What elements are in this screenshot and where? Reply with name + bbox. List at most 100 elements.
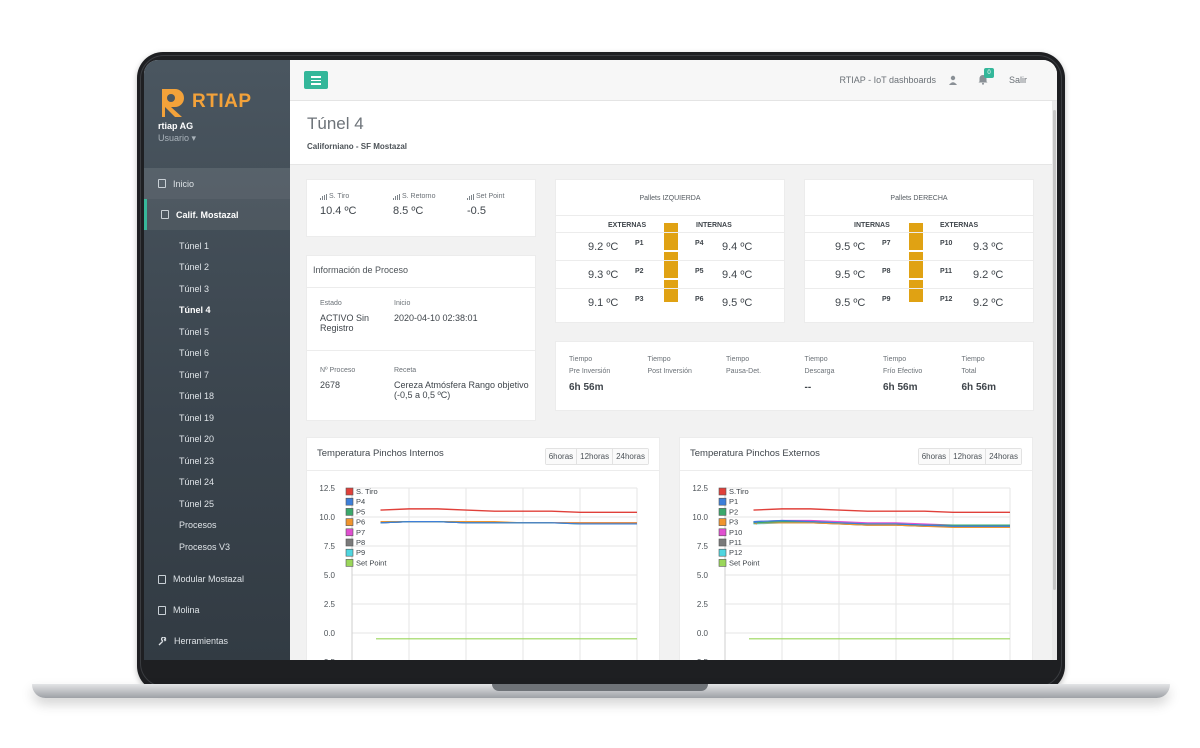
legend-swatch[interactable] (345, 497, 354, 506)
pallet-row: 9.5 ºC P9 P12 9.2 ºC (805, 288, 1033, 316)
sidebar-subitem[interactable]: Procesos V3 (179, 541, 231, 552)
sidebar-subitem[interactable]: Túnel 23 (179, 455, 215, 466)
series-line (753, 508, 1010, 514)
legend-entry[interactable]: P2 (729, 507, 738, 516)
line-chart: 12.510.07.55.02.50.0-2.5S.TiroP1P2P3P10P… (692, 484, 1011, 660)
sidebar: RTIAP rtiap AG Usuario ▾ Inicio Calif. M… (144, 60, 290, 660)
legend-entry[interactable]: P11 (729, 538, 742, 547)
legend-entry[interactable]: P10 (729, 528, 742, 537)
legend-entry[interactable]: P6 (356, 518, 365, 527)
sidebar-subitem[interactable]: Túnel 3 (179, 283, 210, 294)
y-tick-label: 7.5 (324, 542, 336, 551)
sidebar-group-calif-mostazal[interactable]: Calif. Mostazal (144, 199, 290, 230)
logout-link[interactable]: Salir (1008, 75, 1027, 85)
pallet-temperature: 9.4 ºC (722, 269, 753, 281)
pallet-id: P10 (940, 240, 953, 247)
legend-swatch[interactable] (718, 528, 727, 537)
field-receta: Receta Cereza Atmósfera Rango objetivo (… (394, 367, 529, 400)
range-12h-button[interactable]: 12horas (950, 449, 987, 464)
user-icon[interactable] (949, 75, 957, 85)
series-line (380, 508, 637, 514)
pallet-id: P2 (635, 268, 644, 275)
laptop-base (32, 684, 1170, 698)
column-header: INTERNAS (854, 222, 890, 229)
sidebar-subitem[interactable]: Túnel 18 (179, 391, 215, 402)
sidebar-subitem[interactable]: Túnel 24 (179, 477, 215, 488)
user-dropdown[interactable]: Usuario ▾ (158, 133, 197, 143)
legend-entry[interactable]: Set Point (729, 558, 760, 567)
brand-logo[interactable]: RTIAP (158, 82, 252, 122)
legend-swatch[interactable] (345, 487, 354, 496)
building-icon (158, 605, 166, 615)
legend-entry[interactable]: P4 (356, 497, 365, 506)
time-label: Total (961, 368, 977, 375)
legend-entry[interactable]: P5 (356, 507, 365, 516)
legend-swatch[interactable] (718, 497, 727, 506)
pallet-row: 9.2 ºC P1 P4 9.4 ºC (556, 232, 784, 260)
scrollbar-thumb[interactable] (1053, 110, 1056, 590)
legend-entry[interactable]: S. Tiro (356, 487, 378, 496)
sensor-value: -0.5 (467, 205, 486, 217)
sidebar-toggle-button[interactable] (304, 71, 328, 89)
sidebar-subitem[interactable]: Túnel 25 (179, 498, 215, 509)
legend-entry[interactable]: Set Point (356, 558, 387, 567)
time-label: Tiempo (726, 356, 750, 363)
chart-title: Temperatura Pinchos Internos (317, 448, 444, 459)
pallets-right-card: Pallets DERECHA INTERNAS EXTERNAS 9.5 ºC… (805, 180, 1033, 322)
sidebar-item-molina[interactable]: Molina (144, 595, 290, 626)
legend-swatch[interactable] (345, 538, 354, 547)
page-header: Túnel 4 Californiano - SF Mostazal (290, 101, 1052, 165)
legend-swatch[interactable] (345, 559, 354, 567)
legend-entry[interactable]: P7 (356, 528, 365, 537)
notification-badge: 0 (984, 68, 994, 78)
sidebar-subitem[interactable]: Túnel 7 (179, 369, 210, 380)
legend-swatch[interactable] (345, 548, 354, 557)
range-6h-button[interactable]: 6horas (918, 449, 951, 464)
y-tick-label: 10.0 (692, 513, 708, 522)
range-12h-button[interactable]: 12horas (577, 449, 614, 464)
recipe-value: Cereza Atmósfera Rango objetivo (-0,5 a … (394, 380, 529, 400)
range-6h-button[interactable]: 6horas (545, 449, 578, 464)
field-num-proceso: Nº Proceso 2678 (320, 367, 390, 390)
sidebar-subitem[interactable]: Túnel 19 (179, 412, 215, 423)
legend-swatch[interactable] (718, 487, 727, 496)
building-icon (158, 574, 166, 584)
range-24h-button[interactable]: 24horas (986, 449, 1021, 464)
sidebar-subitem[interactable]: Túnel 1 (179, 240, 210, 251)
time-metric: Tiempo Total 6h 56m (962, 354, 1040, 394)
sidebar-subitem[interactable]: Túnel 2 (179, 262, 210, 273)
app-title[interactable]: RTIAP - IoT dashboards (839, 75, 936, 85)
sidebar-item-herramientas[interactable]: Herramientas (144, 626, 290, 657)
legend-swatch[interactable] (345, 528, 354, 537)
sidebar-subitem[interactable]: Túnel 4 (179, 305, 211, 316)
status-value: ACTIVO Sin Registro (320, 313, 370, 333)
legend-entry[interactable]: P3 (729, 518, 738, 527)
legend-swatch[interactable] (718, 518, 727, 526)
legend-entry[interactable]: S.Tiro (729, 487, 749, 496)
pallets-left-title: Pallets IZQUIERDA (556, 180, 784, 216)
pallet-stack (664, 223, 678, 302)
pallet-temperature: 9.5 ºC (835, 241, 866, 253)
legend-swatch[interactable] (345, 508, 354, 516)
time-metric: Tiempo Post Inversión (648, 354, 726, 394)
sidebar-subitem[interactable]: Túnel 6 (179, 348, 210, 359)
sidebar-item-modular-mostazal[interactable]: Modular Mostazal (144, 564, 290, 595)
legend-swatch[interactable] (718, 508, 727, 516)
pallet-row: 9.3 ºC P2 P5 9.4 ºC (556, 260, 784, 288)
sidebar-subitem[interactable]: Túnel 20 (179, 434, 215, 445)
range-24h-button[interactable]: 24horas (613, 449, 648, 464)
laptop-notch (492, 684, 708, 691)
legend-entry[interactable]: P12 (729, 548, 742, 557)
sidebar-item-inicio[interactable]: Inicio (144, 168, 290, 199)
legend-swatch[interactable] (718, 548, 727, 557)
legend-entry[interactable]: P9 (356, 548, 365, 557)
legend-swatch[interactable] (718, 559, 727, 567)
legend-swatch[interactable] (345, 518, 354, 526)
time-metric: Tiempo Descarga -- (805, 354, 883, 394)
sidebar-subitem[interactable]: Túnel 5 (179, 326, 210, 337)
legend-entry[interactable]: P1 (729, 497, 738, 506)
legend-swatch[interactable] (718, 538, 727, 547)
sidebar-subitem[interactable]: Procesos (179, 520, 217, 531)
column-header: EXTERNAS (608, 222, 647, 229)
legend-entry[interactable]: P8 (356, 538, 365, 547)
